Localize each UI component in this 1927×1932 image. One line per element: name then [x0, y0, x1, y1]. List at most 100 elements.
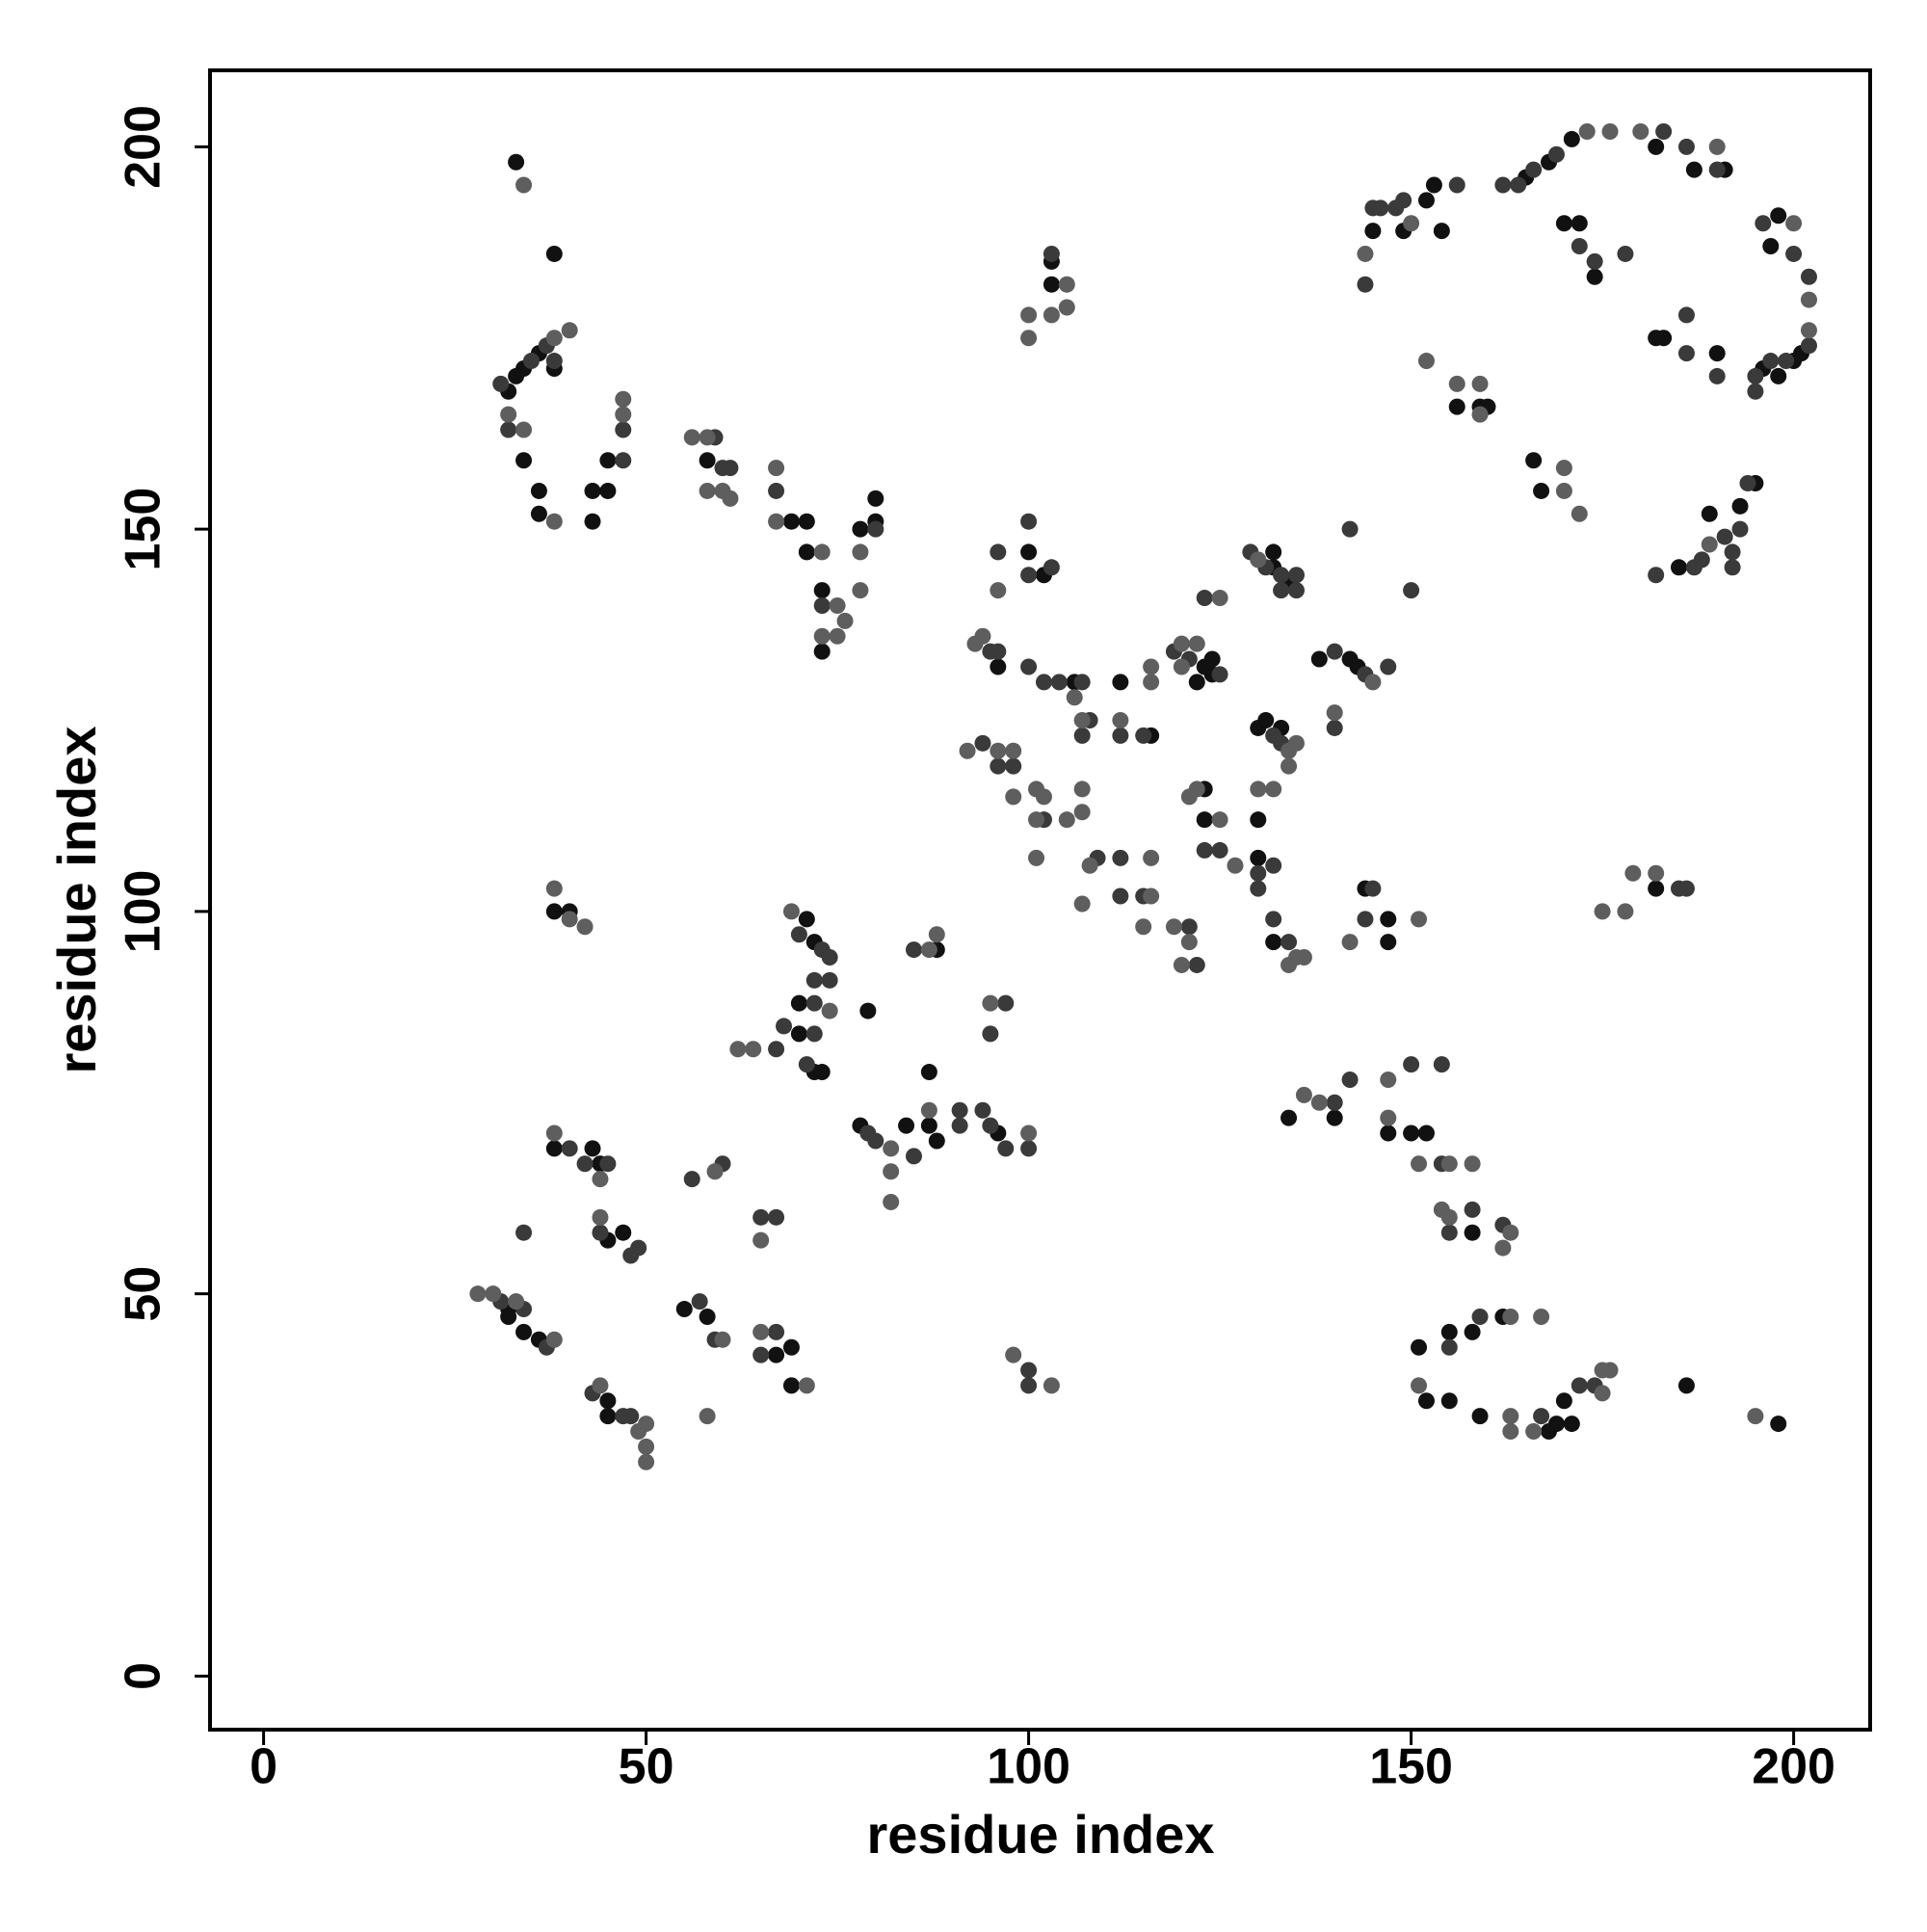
point: [561, 911, 578, 928]
point: [867, 490, 884, 507]
point: [1250, 781, 1267, 798]
point: [515, 452, 533, 469]
point: [883, 1140, 900, 1157]
point: [1525, 452, 1543, 469]
point: [852, 582, 869, 599]
point: [1180, 918, 1198, 936]
point: [1020, 567, 1038, 584]
point: [508, 153, 525, 171]
point: [1701, 536, 1718, 553]
point: [1708, 138, 1726, 155]
point: [1648, 880, 1665, 897]
point: [1112, 727, 1129, 744]
point: [545, 1125, 563, 1142]
point: [1670, 559, 1687, 576]
point: [699, 452, 716, 469]
point: [768, 460, 785, 477]
point: [1043, 1377, 1060, 1394]
point: [1440, 1323, 1458, 1340]
point: [1380, 911, 1397, 928]
point: [1594, 1385, 1611, 1402]
point: [1716, 528, 1733, 545]
point: [545, 330, 563, 347]
point: [1326, 643, 1343, 660]
point: [599, 482, 617, 499]
point: [1502, 1224, 1519, 1241]
point: [1372, 199, 1389, 217]
point: [545, 903, 563, 920]
point: [1143, 674, 1160, 691]
point: [1035, 674, 1052, 691]
point: [1020, 658, 1038, 675]
point: [1708, 161, 1726, 178]
point: [990, 582, 1007, 599]
y-tick-label: 200: [116, 105, 172, 189]
point: [1112, 887, 1129, 905]
point: [982, 1117, 999, 1134]
point: [1250, 849, 1267, 866]
point: [1586, 252, 1603, 270]
point: [1043, 306, 1060, 324]
point: [768, 482, 785, 499]
point: [1020, 1377, 1038, 1394]
point: [592, 1171, 609, 1188]
point: [1143, 849, 1160, 866]
point: [706, 1163, 724, 1180]
point: [1005, 1346, 1022, 1363]
point: [638, 1416, 655, 1433]
point: [1571, 238, 1588, 255]
point: [1211, 841, 1228, 859]
point: [1173, 635, 1190, 652]
point: [1257, 712, 1275, 729]
point: [990, 658, 1007, 675]
point: [790, 926, 807, 943]
point: [745, 1041, 762, 1058]
point: [1073, 781, 1091, 798]
plot-frame: [208, 68, 1872, 1732]
point: [1112, 712, 1129, 729]
point: [782, 903, 800, 920]
point: [508, 367, 525, 384]
point: [1762, 238, 1780, 255]
point: [1188, 635, 1205, 652]
point: [1440, 1155, 1458, 1173]
point: [768, 1041, 785, 1058]
point: [1739, 475, 1756, 492]
point: [1533, 1408, 1550, 1425]
point: [599, 1392, 617, 1410]
point: [1800, 337, 1817, 355]
point: [990, 543, 1007, 561]
point: [1502, 1423, 1519, 1441]
point: [1211, 666, 1228, 683]
point: [1685, 161, 1703, 178]
point: [576, 1155, 594, 1173]
point: [1020, 1140, 1038, 1157]
point: [545, 245, 563, 262]
point: [836, 612, 854, 629]
point: [1066, 689, 1083, 706]
point: [1411, 911, 1428, 928]
point: [599, 1408, 617, 1425]
point: [790, 994, 807, 1012]
point: [1326, 1109, 1343, 1126]
point: [798, 1056, 815, 1073]
point: [630, 1239, 647, 1257]
point: [852, 520, 869, 538]
point: [1250, 551, 1267, 569]
point: [1403, 582, 1420, 599]
point: [699, 1308, 716, 1325]
point: [1043, 245, 1060, 262]
point: [1250, 880, 1267, 897]
point: [1563, 1416, 1580, 1433]
point: [592, 1208, 609, 1226]
point: [752, 1346, 770, 1363]
point: [905, 941, 922, 959]
point: [805, 994, 823, 1012]
point: [1724, 543, 1741, 561]
point: [683, 1171, 700, 1188]
point: [1203, 650, 1221, 668]
point: [1058, 276, 1075, 293]
point: [1273, 567, 1290, 584]
point: [530, 482, 547, 499]
